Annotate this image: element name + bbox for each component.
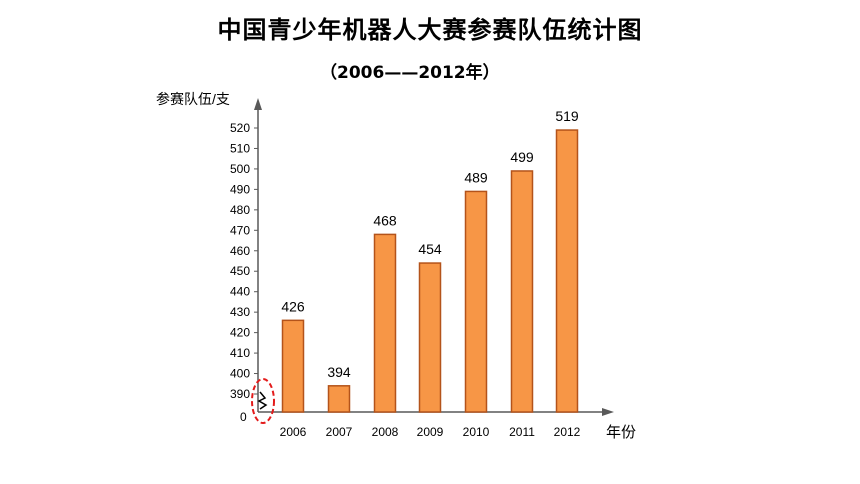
- y-tick-label: 460: [230, 244, 250, 258]
- x-tick-label-2008: 2008: [372, 425, 399, 439]
- chart-title: 中国青少年机器人大赛参赛队伍统计图: [217, 16, 643, 44]
- x-axis-arrow: [602, 408, 614, 416]
- data-label-2007: 394: [327, 364, 351, 380]
- y-tick-label: 490: [230, 182, 250, 196]
- data-label-2008: 468: [373, 212, 397, 228]
- x-tick-label-2009: 2009: [417, 425, 444, 439]
- data-label-2010: 489: [464, 169, 488, 185]
- y-tick-label: 500: [230, 162, 250, 176]
- data-label-2012: 519: [555, 108, 579, 124]
- x-tick-label-2012: 2012: [554, 425, 581, 439]
- x-tick-label-2007: 2007: [326, 425, 353, 439]
- y-tick-label: 390: [230, 387, 250, 401]
- bar-2009: [418, 262, 442, 413]
- bar-2008: [373, 233, 397, 413]
- bar-2011: [510, 170, 534, 413]
- y-tick-label: 400: [230, 367, 250, 381]
- y-tick-label: 420: [230, 326, 250, 340]
- data-label-2011: 499: [510, 149, 534, 165]
- y-zero-label: 0: [240, 410, 247, 424]
- axis-break-zigzag: [257, 391, 268, 410]
- bar-2010: [464, 190, 488, 413]
- y-tick-label: 440: [230, 285, 250, 299]
- y-ticks: 390 400 410 420 430 440 450 460 470 480 490 500 510 5…: [230, 121, 258, 401]
- y-tick-label: 450: [230, 264, 250, 278]
- chart-subtitle: （2006——2012年）: [320, 63, 500, 83]
- x-tick-label-2006: 2006: [280, 425, 307, 439]
- x-tick-label-2010: 2010: [463, 425, 490, 439]
- bar-2007: [327, 385, 351, 413]
- y-tick-label: 430: [230, 305, 250, 319]
- data-label-2006: 426: [281, 298, 305, 314]
- y-axis-arrow: [254, 98, 262, 110]
- y-tick-label: 510: [230, 141, 250, 155]
- bar-2006: [281, 319, 305, 413]
- axis-break-highlight: [251, 378, 275, 424]
- bars: 426 394 468 454 489 499 519: [281, 108, 579, 413]
- y-tick-label: 520: [230, 121, 250, 135]
- y-axis-label: 参赛队伍/支: [156, 91, 230, 107]
- axis-break-marker: [251, 378, 275, 424]
- x-tick-labels: 2006 2007 2008 2009 2010 2011 2012: [280, 425, 581, 439]
- x-axis-label: 年份: [606, 424, 636, 441]
- bar-2012: [555, 129, 579, 413]
- y-tick-label: 480: [230, 203, 250, 217]
- x-tick-label-2011: 2011: [509, 425, 535, 439]
- data-label-2009: 454: [418, 241, 442, 257]
- y-tick-label: 470: [230, 223, 250, 237]
- y-tick-label: 410: [230, 346, 250, 360]
